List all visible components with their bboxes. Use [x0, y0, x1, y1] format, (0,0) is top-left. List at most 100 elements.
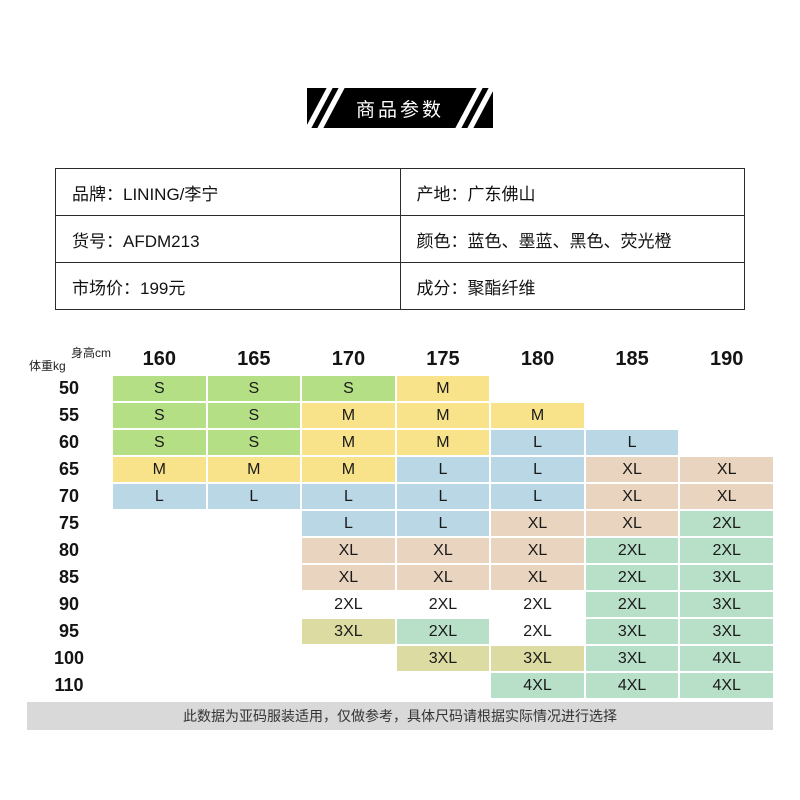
height-header: 170 — [331, 347, 366, 370]
height-header: 180 — [520, 347, 555, 370]
size-cell — [208, 565, 301, 590]
size-header-row: 身高cm 体重kg 160 165 170 175 180 185 190 — [27, 344, 773, 374]
size-cell: M — [302, 457, 395, 482]
size-cell: 3XL — [585, 646, 679, 671]
size-cell — [113, 592, 206, 617]
corner-weight-label: 体重kg — [29, 359, 66, 373]
size-cell: L — [302, 511, 395, 536]
size-cell — [208, 592, 301, 617]
size-cell: 2XL — [680, 511, 773, 536]
size-cell: L — [491, 430, 584, 455]
size-cell: L — [207, 484, 301, 509]
size-row: 80 XL XL XL 2XL 2XL — [27, 538, 773, 563]
size-cell — [302, 673, 395, 698]
size-cell: M — [207, 457, 301, 482]
size-cell: M — [302, 403, 395, 428]
size-cell: 4XL — [680, 646, 773, 671]
size-cell: 4XL — [491, 673, 584, 698]
size-cell — [113, 619, 206, 644]
size-row: 65 M M M L L XL XL — [27, 457, 773, 482]
size-row: 90 2XL 2XL 2XL 2XL 3XL — [27, 592, 773, 617]
size-row: 70 L L L L L XL XL — [27, 484, 773, 509]
size-cell: 3XL — [680, 619, 773, 644]
size-cell: XL — [396, 538, 490, 563]
size-cell: 2XL — [334, 595, 363, 613]
size-cell: 2XL — [585, 538, 679, 563]
size-row: 95 3XL 2XL 2XL 3XL 3XL — [27, 619, 773, 644]
size-cell: 2XL — [428, 595, 458, 613]
height-header: 175 — [426, 347, 460, 370]
size-cell: M — [396, 403, 490, 428]
size-cell: S — [302, 376, 395, 401]
size-table: 身高cm 体重kg 160 165 170 175 180 185 190 50 S S S M 55 S S… — [25, 342, 775, 700]
size-cell — [491, 376, 584, 401]
size-cell: 3XL — [680, 592, 773, 617]
size-cell: S — [207, 376, 301, 401]
weight-header: 80 — [58, 540, 80, 560]
size-cell — [113, 565, 206, 590]
size-cell: 2XL — [396, 619, 490, 644]
size-cell — [208, 538, 301, 563]
size-row: 110 4XL 4XL 4XL — [27, 673, 773, 698]
size-cell: 4XL — [585, 673, 679, 698]
size-cell: M — [491, 403, 584, 428]
size-cell — [397, 673, 490, 698]
height-header: 160 — [142, 347, 176, 370]
size-cell: S — [207, 403, 301, 428]
size-cell: XL — [302, 538, 395, 563]
weight-header: 110 — [54, 675, 84, 695]
size-cell: XL — [585, 484, 679, 509]
size-cell: L — [396, 457, 490, 482]
size-cell: S — [207, 430, 301, 455]
size-cell: L — [113, 484, 206, 509]
weight-header: 90 — [58, 594, 80, 614]
size-cell: 3XL — [680, 565, 773, 590]
size-cell: 3XL — [491, 646, 584, 671]
weight-header: 85 — [58, 567, 80, 587]
size-cell: S — [113, 376, 206, 401]
size-cell — [680, 430, 773, 455]
size-cell: XL — [491, 511, 584, 536]
size-row: 85 XL XL XL 2XL 3XL — [27, 565, 773, 590]
size-cell: L — [302, 484, 395, 509]
size-cell: XL — [491, 565, 584, 590]
weight-header: 60 — [58, 432, 80, 452]
size-cell: M — [396, 430, 490, 455]
size-cell: S — [113, 430, 206, 455]
size-cell: XL — [585, 511, 679, 536]
weight-header: 65 — [58, 459, 80, 479]
banner-title: 商品参数 — [355, 99, 444, 121]
info-cell: 颜色：蓝色、墨蓝、黑色、荧光橙 — [399, 215, 745, 263]
weight-header: 100 — [53, 648, 85, 668]
size-cell — [586, 376, 679, 401]
weight-header: 95 — [58, 621, 80, 641]
info-row: 货号：AFDM213 颜色：蓝色、墨蓝、黑色、荧光橙 — [55, 215, 745, 263]
height-header: 165 — [237, 347, 271, 370]
size-cell — [680, 403, 773, 428]
size-chart: 身高cm 体重kg 160 165 170 175 180 185 190 50 S S S M 55 S S… — [25, 342, 775, 730]
size-cell: 2XL — [680, 538, 773, 563]
corner-cell: 身高cm 体重kg — [27, 344, 111, 374]
size-cell — [113, 511, 206, 536]
info-cell: 产地：广东佛山 — [399, 168, 745, 216]
size-cell — [208, 646, 301, 671]
size-note: 此数据为亚码服装适用，仅做参考，具体尺码请根据实际情况进行选择 — [27, 702, 773, 730]
size-cell: XL — [396, 565, 490, 590]
weight-header: 75 — [58, 513, 80, 533]
info-cell: 成分：聚酯纤维 — [399, 262, 745, 310]
size-cell: S — [113, 403, 206, 428]
size-cell: 2XL — [585, 565, 679, 590]
size-row: 55 S S M M M — [27, 403, 773, 428]
size-cell: M — [396, 376, 490, 401]
corner-height-label: 身高cm — [71, 346, 111, 360]
size-row: 100 3XL 3XL 3XL 4XL — [27, 646, 773, 671]
weight-header: 55 — [58, 405, 80, 425]
size-cell: 4XL — [680, 673, 773, 698]
info-cell: 市场价：199元 — [55, 262, 401, 310]
height-header: 190 — [710, 347, 744, 370]
size-cell — [113, 538, 206, 563]
size-cell — [113, 673, 206, 698]
product-info-table: 品牌：LINING/李宁 产地：广东佛山 货号：AFDM213 颜色：蓝色、墨蓝、黑色… — [55, 168, 745, 310]
size-cell: L — [491, 457, 584, 482]
